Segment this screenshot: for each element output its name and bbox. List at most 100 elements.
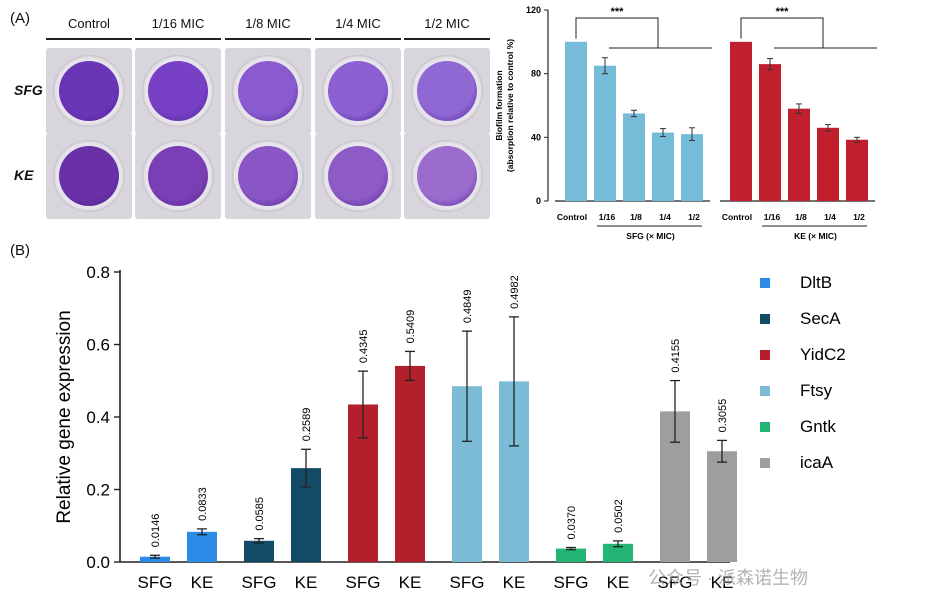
x-tick-label: SFG [658,573,693,592]
well [315,133,401,219]
well [135,48,221,134]
y-tick-label: 0.0 [86,553,110,572]
x-tick-label: KE [607,573,630,592]
bar [395,365,425,562]
legend-label: icaA [800,453,834,472]
well-stain [148,146,208,206]
watermark-text: 公众号 · 派森诺生物 [648,568,808,588]
data-label: 0.0370 [566,506,578,540]
well [315,48,401,134]
well-rim [232,140,304,212]
well-rim [322,140,394,212]
x-tick-label: KE [399,573,422,592]
x-tick-label: 1/4 [824,212,836,222]
y-axis-label: Relative gene expression [54,310,75,523]
legend-swatch [760,422,770,432]
bar [187,531,217,562]
data-label: 0.2589 [301,408,313,442]
x-tick-label: Control [722,212,752,222]
bar [244,540,274,562]
column-label: 1/4 MIC [335,16,381,31]
gene-expression-bar-chart: 0.0 0.2 0.4 0.6 0.8 Relative gene expression 0… [54,263,846,592]
well [225,48,311,134]
well-stain [238,61,298,121]
well-rim [142,55,214,127]
row-label: SFG [14,82,43,98]
column-underline [46,38,132,40]
data-label: 0.4155 [670,339,682,373]
column-label: 1/8 MIC [245,16,291,31]
x-tick-label: Control [557,212,587,222]
well-stain [417,61,477,121]
legend-swatch [760,458,770,468]
x-tick-label: KE [503,573,526,592]
data-label: 0.5409 [405,310,417,344]
x-tick-label: SFG [554,573,589,592]
bar [730,41,752,202]
x-tick-label: KE [295,573,318,592]
column-underline [135,38,221,40]
well-rim [411,55,483,127]
group-label: SFG (× MIC) [626,231,675,241]
bar [556,548,586,562]
y-tick-label: 40 [531,132,541,142]
significance-bracket [740,17,824,48]
well [46,133,132,219]
well [404,48,490,134]
y-tick-label: 0.8 [86,263,110,282]
well [404,133,490,219]
biofilm-bar-chart: 0 40 80 120 Biofilm formation (absorption rel… [494,5,877,241]
y-tick-label: 0 [536,196,541,206]
well-stain [328,61,388,121]
well-stain [59,146,119,206]
column-label: 1/2 MIC [424,16,470,31]
well-rim [142,140,214,212]
bar [707,451,737,562]
column-underline [315,38,401,40]
x-tick-label: 1/4 [659,212,671,222]
column-label: 1/16 MIC [151,16,205,31]
well [135,133,221,219]
y-tick-label: 80 [531,69,541,79]
well-rim [411,140,483,212]
data-label: 0.0833 [197,487,209,521]
x-tick-label: 1/8 [630,212,642,222]
panel-b-label: (B) [10,242,30,259]
x-tick-label: SFG [346,573,381,592]
column-underline [225,38,311,40]
bar [603,543,633,562]
bar [565,41,587,202]
x-tick-label: 1/2 [688,212,700,222]
column-label: Control [68,16,110,31]
data-label: 0.4345 [358,329,370,363]
well-rim [53,55,125,127]
bar [652,132,674,201]
bar [788,108,810,201]
y-axis-label: Biofilm formation [494,70,504,140]
bar [594,65,616,201]
bar [817,127,839,201]
well-stain [417,146,477,206]
significance-stars: *** [776,6,790,18]
significance-stars: *** [611,6,625,18]
data-label: 0.0502 [613,499,625,533]
x-tick-label: 1/16 [764,212,781,222]
data-label: 0.0146 [150,514,162,548]
x-tick-label: SFG [450,573,485,592]
well-stain [59,61,119,121]
legend-swatch [760,278,770,288]
legend-label: SecA [800,309,841,328]
well-stain [148,61,208,121]
x-tick-label: SFG [138,573,173,592]
legend-swatch [760,350,770,360]
well-stain [238,146,298,206]
row-label: KE [14,167,34,183]
panel-a-label: (A) [10,10,30,27]
bar [759,64,781,201]
data-label: 0.4982 [509,275,521,309]
well [225,133,311,219]
bar [846,139,868,201]
x-tick-label: KE [191,573,214,592]
legend-label: YidC2 [800,345,846,364]
y-tick-label: 0.2 [86,481,110,500]
